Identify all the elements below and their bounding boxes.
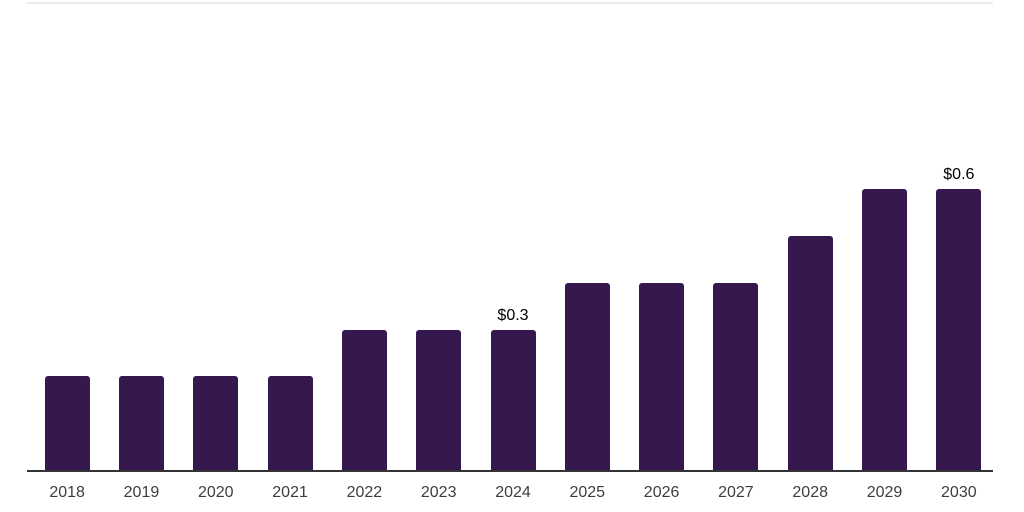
bar <box>639 282 685 470</box>
x-axis-tick-label: 2024 <box>495 484 531 501</box>
x-axis-tick-label: 2021 <box>272 484 308 501</box>
x-axis-tick-label: 2029 <box>866 484 903 501</box>
x-axis-tick-label: 2028 <box>792 484 828 501</box>
plot-area: $0.3 $0.6 <box>27 2 993 472</box>
x-axis-tick-label: 2018 <box>49 484 85 501</box>
bar-value-label: $0.3 <box>497 306 529 324</box>
x-axis-tick-label: 2019 <box>123 484 160 501</box>
x-axis-tick-label: 2027 <box>718 484 754 501</box>
x-axis-tick-label: 2025 <box>569 484 606 501</box>
bar-value-label: $0.6 <box>943 166 975 184</box>
bar <box>193 376 239 470</box>
bar <box>490 329 536 470</box>
x-axis: 2018 2019 2020 2021 2022 2023 2024 2025 2026 2027… <box>27 470 993 512</box>
bar <box>44 376 90 470</box>
bar <box>118 376 164 470</box>
bar <box>341 329 387 470</box>
bar <box>564 282 610 470</box>
x-axis-tick-label: 2030 <box>941 484 977 501</box>
x-axis-tick-label: 2026 <box>643 484 680 501</box>
bar <box>416 329 462 470</box>
x-axis-tick-label: 2020 <box>197 484 234 501</box>
bar <box>862 189 908 470</box>
x-axis-tick-label: 2022 <box>346 484 383 501</box>
bar <box>267 376 313 470</box>
bar <box>787 236 833 470</box>
top-gridline <box>27 2 993 4</box>
bar <box>936 189 982 470</box>
bar <box>713 282 759 470</box>
x-axis-line <box>27 470 993 472</box>
x-axis-tick-label: 2023 <box>420 484 457 501</box>
